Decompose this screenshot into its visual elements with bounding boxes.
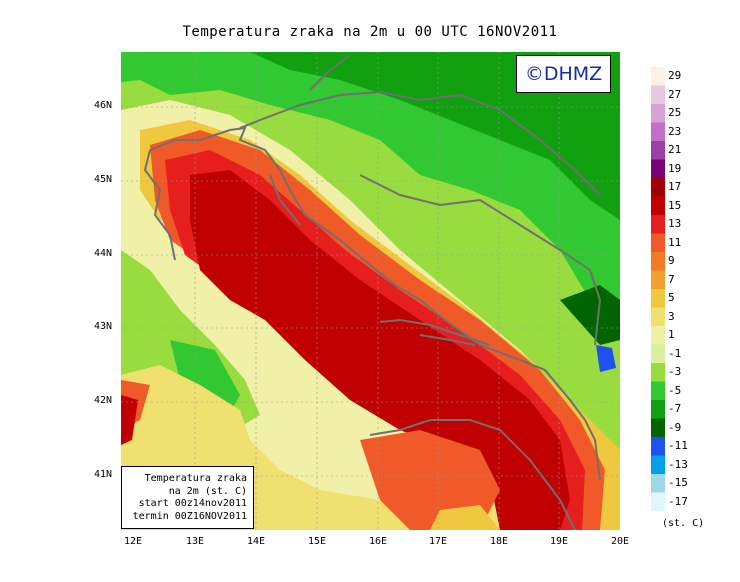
x-tick-label: 20E xyxy=(611,536,630,547)
legend-swatch xyxy=(651,67,665,86)
legend-label: 11 xyxy=(668,235,682,249)
legend-label: 3 xyxy=(668,309,675,323)
x-tick-label: 15E xyxy=(308,536,327,547)
x-tick-label: 13E xyxy=(186,536,205,547)
info-box: Temperatura zraka na 2m (st. C) start 00… xyxy=(121,466,254,529)
x-tick-label: 12E xyxy=(124,536,143,547)
info-line-2: na 2m (st. C) xyxy=(168,485,247,497)
legend-label: 13 xyxy=(668,217,682,230)
x-tick-label: 14E xyxy=(247,536,266,547)
legend-label: 17 xyxy=(668,180,682,193)
legend-label: 9 xyxy=(668,254,675,267)
legend-label: 7 xyxy=(668,272,675,286)
legend-label: -7 xyxy=(668,402,682,415)
legend-label: -9 xyxy=(668,420,682,434)
map-title: Temperatura zraka na 2m u 00 UTC 16NOV20… xyxy=(182,24,558,40)
legend-swatch xyxy=(651,437,665,456)
legend-label: -13 xyxy=(668,457,688,471)
legend-swatch xyxy=(651,381,665,400)
y-tick-label: 42N xyxy=(94,395,113,406)
legend-label: -1 xyxy=(668,346,682,360)
legend-label: 23 xyxy=(668,124,682,138)
legend-swatch xyxy=(651,178,665,197)
x-tick-label: 19E xyxy=(550,536,569,547)
legend-swatch xyxy=(651,418,665,437)
legend-swatch xyxy=(651,474,665,493)
legend-swatch xyxy=(651,215,665,234)
legend-label: -11 xyxy=(668,439,688,452)
legend-swatch xyxy=(651,270,665,289)
info-line-1: Temperatura zraka xyxy=(144,473,247,484)
legend-swatch xyxy=(651,141,665,160)
legend-swatch xyxy=(651,289,665,308)
y-tick-label: 41N xyxy=(94,469,113,480)
legend-swatch xyxy=(651,252,665,271)
legend-swatch xyxy=(651,344,665,363)
y-tick-label: 45N xyxy=(94,174,113,185)
legend-swatch xyxy=(651,492,665,511)
y-tick-label: 43N xyxy=(94,321,113,332)
legend-swatch xyxy=(651,307,665,326)
legend-label: 19 xyxy=(668,161,682,175)
info-line-4: termin 00Z16NOV2011 xyxy=(132,510,247,522)
legend-label: -3 xyxy=(668,365,682,378)
legend-swatch xyxy=(651,363,665,382)
legend-swatch xyxy=(651,122,665,141)
legend-label: -15 xyxy=(668,476,688,489)
legend-unit: (st. C) xyxy=(662,518,705,529)
legend-label: 1 xyxy=(668,328,675,341)
legend-swatch xyxy=(651,326,665,345)
x-tick-label: 16E xyxy=(369,536,388,547)
legend-label: 27 xyxy=(668,87,682,101)
legend-swatch xyxy=(651,233,665,252)
y-tick-label: 46N xyxy=(94,100,113,111)
legend-swatch xyxy=(651,159,665,178)
x-tick-label: 17E xyxy=(429,536,448,547)
grid-lines xyxy=(121,52,620,530)
legend-label: 21 xyxy=(668,143,682,156)
legend-swatch xyxy=(651,104,665,123)
legend-swatch xyxy=(651,85,665,104)
legend-label: 29 xyxy=(668,69,682,82)
coastlines xyxy=(143,54,602,530)
y-tick-label: 44N xyxy=(94,248,113,259)
legend-label: -17 xyxy=(668,494,688,508)
temperature-field xyxy=(121,52,620,530)
legend-swatch xyxy=(651,455,665,474)
x-tick-label: 18E xyxy=(490,536,509,547)
legend-swatch xyxy=(651,196,665,215)
legend-swatch xyxy=(651,400,665,419)
legend-label: -5 xyxy=(668,383,682,397)
legend-label: 25 xyxy=(668,106,682,119)
legend-label: 5 xyxy=(668,291,675,304)
legend-label: 15 xyxy=(668,198,682,212)
info-line-3: start 00z14nov2011 xyxy=(138,498,247,509)
dhmz-logo: ©DHMZ xyxy=(516,55,611,93)
